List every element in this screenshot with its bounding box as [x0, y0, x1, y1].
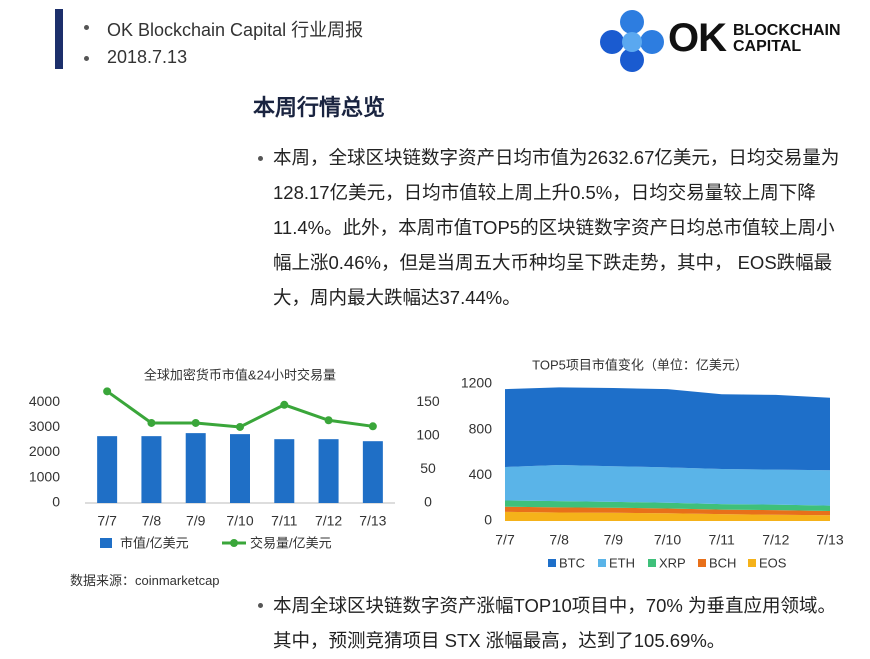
marker: [103, 387, 112, 396]
logo-line: BLOCKCHAIN: [733, 22, 841, 39]
area: [505, 387, 830, 471]
legend-label: BCH: [709, 555, 736, 570]
logo-mark: OK: [668, 16, 727, 60]
bar: [185, 433, 206, 503]
logo-icon: [600, 10, 664, 72]
legend-swatch: [648, 559, 656, 567]
area: [505, 500, 830, 511]
header-date: 2018.7.13: [107, 47, 188, 67]
y-tick-label: 0: [484, 512, 492, 528]
header-text: OK Blockchain Capital 行业周报: [107, 20, 364, 40]
legend-label: 市值/亿美元: [120, 535, 189, 550]
y-tick-label: 400: [469, 466, 493, 482]
marker: [280, 400, 289, 409]
x-tick-label: 7/9: [604, 532, 624, 548]
x-tick-label: 7/12: [315, 513, 342, 529]
marker: [191, 418, 200, 427]
bar: [318, 439, 339, 503]
bullet: [258, 603, 263, 608]
line: [106, 390, 374, 429]
y-tick-label: 3000: [29, 418, 60, 434]
bullet: [258, 156, 263, 161]
x-tick-label: 7/12: [762, 532, 789, 548]
x-tick-label: 7/10: [226, 513, 253, 529]
area: [505, 511, 830, 521]
source: 数据来源：coinmarketcap: [70, 573, 220, 588]
legend-swatch: [748, 559, 756, 567]
x-tick-label: 7/13: [359, 513, 386, 529]
y2-tick-label: 50: [420, 460, 436, 476]
y2-tick-label: 150: [416, 393, 440, 409]
legend-swatch: [100, 538, 112, 548]
legend-label: ETH: [609, 555, 635, 570]
x-tick-label: 7/9: [186, 513, 206, 529]
legend-swatch: [698, 559, 706, 567]
marker: [368, 422, 377, 431]
paragraph: 本周全球区块链数字资产涨幅TOP10项目中，70% 为垂直应用领域。其中，预测竞…: [273, 595, 836, 651]
bullet: [84, 25, 89, 30]
area: [505, 506, 830, 516]
marker: [147, 418, 156, 427]
x-tick-label: 7/11: [709, 532, 735, 548]
x-tick-label: 7/10: [654, 532, 681, 548]
area: [505, 465, 830, 506]
bar: [230, 434, 250, 503]
legend-swatch: [230, 539, 238, 547]
logo-line: CAPITAL: [733, 38, 802, 55]
header-bar: [55, 9, 63, 69]
legend-label: XRP: [659, 555, 686, 570]
bullet: [84, 56, 89, 61]
bar: [274, 439, 295, 503]
legend-label: BTC: [559, 555, 585, 570]
legend-label: EOS: [759, 555, 787, 570]
legend-swatch: [548, 559, 556, 567]
chart-title: TOP5项目市值变化（单位：亿美元）: [532, 357, 748, 372]
x-tick-label: 7/13: [816, 532, 843, 548]
section-title: 本周行情总览: [253, 95, 386, 120]
y-tick-label: 4000: [29, 393, 60, 409]
marker: [324, 416, 333, 425]
bar: [141, 436, 162, 503]
y2-tick-label: 100: [416, 426, 440, 442]
legend-label: 交易量/亿美元: [250, 535, 332, 550]
y-tick-label: 0: [52, 494, 60, 510]
x-tick-label: 7/8: [549, 532, 569, 548]
chart-title: 全球加密货币市值&24小时交易量: [144, 367, 336, 382]
y-tick-label: 2000: [29, 443, 60, 459]
x-tick-label: 7/11: [271, 513, 297, 529]
y-tick-label: 1200: [461, 375, 492, 391]
bar: [97, 436, 118, 503]
x-tick-label: 7/8: [142, 513, 162, 529]
x-tick-label: 7/7: [495, 532, 515, 548]
bar: [362, 441, 383, 503]
y2-tick-label: 0: [424, 494, 432, 510]
y-tick-label: 800: [469, 420, 493, 436]
legend-swatch: [598, 559, 606, 567]
marker: [236, 422, 244, 431]
paragraph: 本周，全球区块链数字资产日均市值为2632.67亿美元，日均交易量为128.17…: [273, 147, 840, 308]
y-tick-label: 1000: [29, 468, 60, 484]
x-tick-label: 7/7: [97, 513, 117, 529]
